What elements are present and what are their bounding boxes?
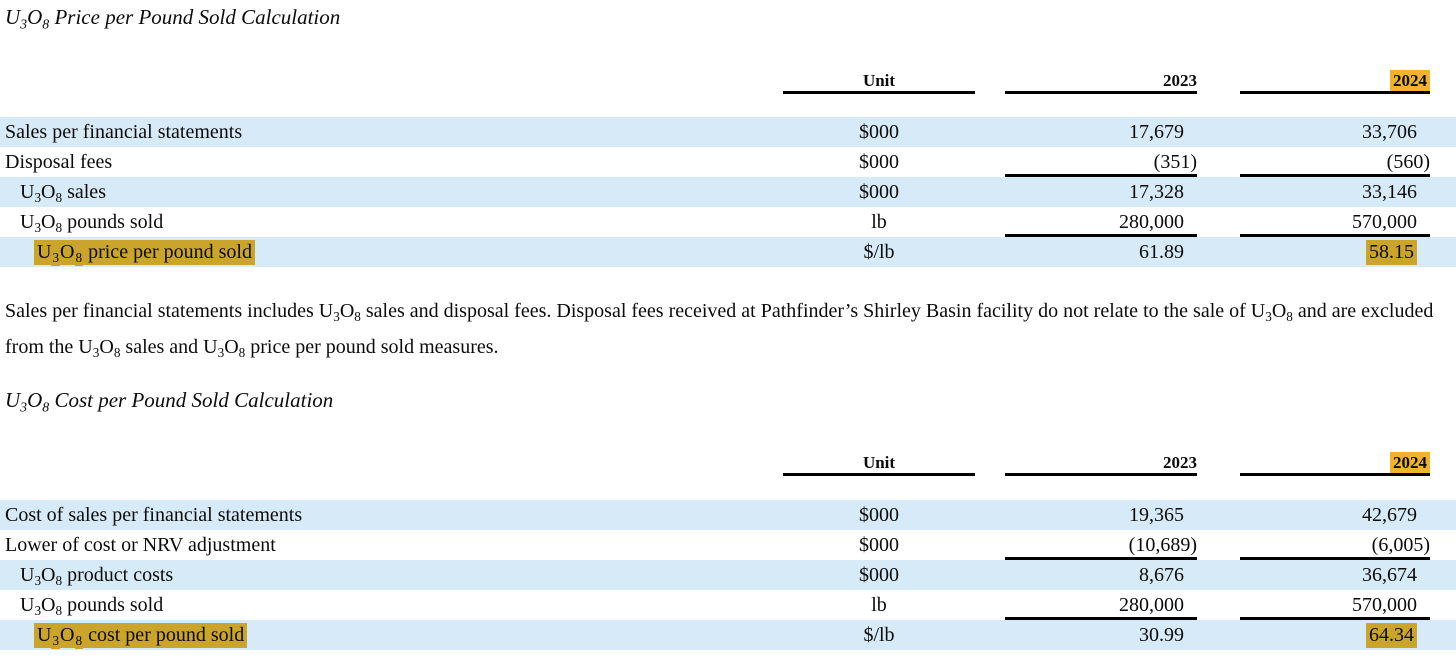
table-row: U3O8 sales $000 17,328 33,146 <box>0 177 1456 207</box>
value-cell-2023: 17,679 <box>1129 121 1184 143</box>
value-cell-2024: 36,674 <box>1362 564 1417 586</box>
column-header-2023: 2023 <box>1005 70 1197 94</box>
cost-table: Unit 2023 2024 Cost of sales per financi… <box>0 452 1456 650</box>
cost-table-body: Cost of sales per financial statements $… <box>0 500 1456 650</box>
value-cell-2023: 280,000 <box>1005 207 1197 237</box>
table-row: U3O8 pounds sold lb 280,000 570,000 <box>0 207 1456 237</box>
highlight-mark: 58.15 <box>1366 240 1417 265</box>
value-cell-2023: (351) <box>1005 147 1197 177</box>
value-cell-2024: (6,005) <box>1240 530 1430 560</box>
highlight-mark: U3O8 cost per pound sold <box>34 623 248 650</box>
label-cell: U3O8 price per pound sold <box>0 237 783 267</box>
table-row: Cost of sales per financial statements $… <box>0 500 1456 530</box>
unit-cell: lb <box>871 594 887 616</box>
value-cell-2024: 64.34 <box>1240 620 1430 650</box>
header-spacer <box>0 452 783 476</box>
value-cell-2023: (10,689) <box>1005 530 1197 560</box>
document-page: U3O8 Price per Pound Sold Calculation Un… <box>0 4 1456 650</box>
table-row: U3O8 product costs $000 8,676 36,674 <box>0 560 1456 590</box>
value-cell-2024: 570,000 <box>1240 207 1430 237</box>
table-row: Disposal fees $000 (351) (560) <box>0 147 1456 177</box>
highlight-mark: 2024 <box>1390 452 1430 474</box>
highlight-mark: U3O8 price per pound sold <box>34 240 255 267</box>
unit-cell: $000 <box>859 181 899 203</box>
label-cell: U3O8 pounds sold <box>20 594 164 619</box>
value-cell-2023: 280,000 <box>1005 590 1197 620</box>
value-cell-2023: 17,328 <box>1129 181 1184 203</box>
price-table-body: Sales per financial statements $000 17,6… <box>0 117 1456 267</box>
unit-cell: $000 <box>859 534 899 556</box>
price-table: Unit 2023 2024 Sales per financial state… <box>0 70 1456 267</box>
price-table-header-row: Unit 2023 2024 <box>0 70 1456 94</box>
column-header-2023: 2023 <box>1005 452 1197 476</box>
table-row: U3O8 price per pound sold $/lb 61.89 58.… <box>0 237 1456 267</box>
value-cell-2023: 19,365 <box>1129 504 1184 526</box>
section1-title: U3O8 Price per Pound Sold Calculation <box>5 5 341 32</box>
explanatory-note: Sales per financial statements includes … <box>5 300 1434 361</box>
header-spacer <box>0 70 783 94</box>
unit-cell: $000 <box>859 564 899 586</box>
column-header-2024: 2024 <box>1240 452 1430 476</box>
unit-cell: $/lb <box>863 624 895 646</box>
label-cell: Sales per financial statements <box>5 121 243 143</box>
label-cell: Cost of sales per financial statements <box>5 504 303 526</box>
table-row: Sales per financial statements $000 17,6… <box>0 117 1456 147</box>
unit-cell: $000 <box>859 121 899 143</box>
column-header-unit: Unit <box>783 70 975 94</box>
highlight-mark: 2024 <box>1390 70 1430 92</box>
value-cell-2024: 33,706 <box>1362 121 1417 143</box>
value-cell-2023: 8,676 <box>1139 564 1184 586</box>
value-cell-2024: 570,000 <box>1240 590 1430 620</box>
label-cell: U3O8 pounds sold <box>20 211 164 236</box>
value-cell-2024: 33,146 <box>1362 181 1417 203</box>
value-cell-2023: 30.99 <box>1139 624 1184 646</box>
label-cell: Lower of cost or NRV adjustment <box>5 534 276 556</box>
table-row: U3O8 cost per pound sold $/lb 30.99 64.3… <box>0 620 1456 650</box>
highlight-mark: 64.34 <box>1366 623 1417 648</box>
unit-cell: $000 <box>859 151 899 173</box>
label-cell: U3O8 product costs <box>20 564 174 589</box>
label-cell: Disposal fees <box>5 151 113 173</box>
label-cell: U3O8 cost per pound sold <box>0 620 783 650</box>
unit-cell: lb <box>871 211 887 233</box>
table-row: Lower of cost or NRV adjustment $000 (10… <box>0 530 1456 560</box>
value-cell-2024: 42,679 <box>1362 504 1417 526</box>
unit-cell: $000 <box>859 504 899 526</box>
column-header-unit: Unit <box>783 452 975 476</box>
column-header-2024: 2024 <box>1240 70 1430 94</box>
value-cell-2023: 61.89 <box>1139 241 1184 263</box>
cost-table-header-row: Unit 2023 2024 <box>0 452 1456 476</box>
table-row: U3O8 pounds sold lb 280,000 570,000 <box>0 590 1456 620</box>
value-cell-2024: (560) <box>1240 147 1430 177</box>
label-cell: U3O8 sales <box>20 181 106 206</box>
value-cell-2024: 58.15 <box>1240 237 1430 267</box>
unit-cell: $/lb <box>863 241 895 263</box>
section2-title: U3O8 Cost per Pound Sold Calculation <box>5 388 334 415</box>
